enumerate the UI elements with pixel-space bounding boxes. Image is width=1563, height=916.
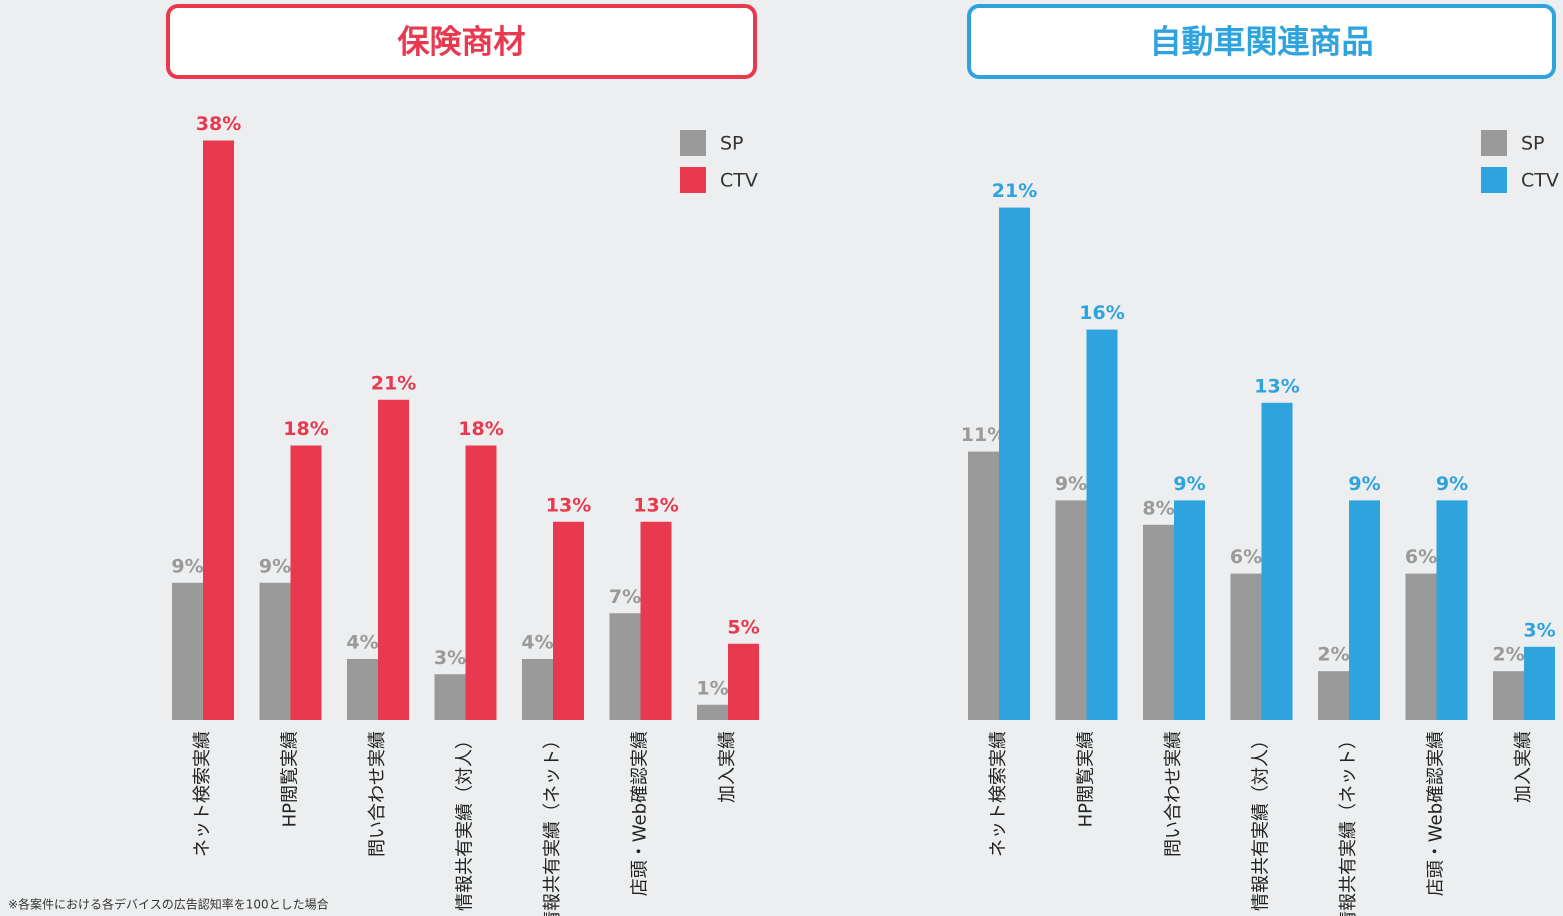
title-frame bbox=[967, 4, 1556, 79]
value-label: 9% bbox=[1348, 473, 1380, 495]
bar bbox=[609, 613, 641, 720]
value-label: 21% bbox=[371, 372, 416, 394]
value-label: 2% bbox=[1317, 644, 1349, 666]
value-label: 6% bbox=[1230, 546, 1262, 568]
value-label: 18% bbox=[458, 418, 503, 440]
category-label: 問い合わせ実績 bbox=[1163, 731, 1184, 857]
legend-swatch bbox=[680, 130, 706, 156]
value-label: 3% bbox=[434, 647, 466, 669]
bar bbox=[1055, 500, 1087, 720]
bar bbox=[968, 451, 999, 720]
category-label: 加入実績 bbox=[717, 731, 738, 803]
category-label: ネット検索実績 bbox=[192, 731, 213, 857]
bar bbox=[1524, 646, 1555, 720]
bar bbox=[1493, 671, 1524, 720]
bar bbox=[728, 643, 759, 720]
category-label: HP閲覧実績 bbox=[280, 731, 301, 827]
value-label: 9% bbox=[171, 555, 203, 577]
value-label: 38% bbox=[196, 113, 241, 135]
value-label: 7% bbox=[609, 586, 641, 608]
value-label: 9% bbox=[259, 555, 291, 577]
bar bbox=[290, 445, 322, 720]
bar bbox=[434, 674, 466, 720]
title-frame bbox=[166, 4, 757, 79]
bar bbox=[203, 140, 234, 720]
bar bbox=[1143, 524, 1174, 720]
value-label: 4% bbox=[346, 632, 378, 654]
category-label: 問い合わせ実績 bbox=[367, 731, 388, 857]
category-label: 店頭・Web確認実績 bbox=[630, 731, 651, 896]
bar bbox=[1318, 671, 1349, 720]
category-label: 情報共有実績（対人） bbox=[1251, 731, 1272, 911]
value-label: 4% bbox=[521, 632, 553, 654]
bar bbox=[378, 399, 409, 720]
value-label: 21% bbox=[992, 180, 1037, 202]
value-label: 13% bbox=[633, 494, 678, 516]
value-label: 6% bbox=[1405, 546, 1437, 568]
bar bbox=[522, 659, 553, 720]
category-label: 店頭・Web確認実績 bbox=[1426, 731, 1447, 896]
legend-swatch bbox=[680, 167, 706, 193]
value-label: 11% bbox=[961, 424, 1006, 446]
category-label: 情報共有実績（ネット） bbox=[1338, 731, 1359, 916]
value-label: 9% bbox=[1173, 473, 1205, 495]
bar bbox=[347, 659, 378, 720]
bar bbox=[553, 521, 584, 720]
value-label: 13% bbox=[1254, 375, 1299, 397]
bar bbox=[1349, 500, 1380, 720]
category-label: 加入実績 bbox=[1513, 731, 1534, 803]
legend-swatch bbox=[1481, 130, 1507, 156]
value-label: 5% bbox=[727, 616, 759, 638]
bar bbox=[1436, 500, 1468, 720]
legend-label: CTV bbox=[1521, 170, 1559, 192]
value-label: 2% bbox=[1492, 644, 1524, 666]
bar bbox=[1230, 573, 1262, 720]
value-label: 13% bbox=[546, 494, 591, 516]
bar bbox=[1086, 329, 1118, 720]
value-label: 9% bbox=[1436, 473, 1468, 495]
chart-title: 保険商材 bbox=[397, 23, 525, 61]
legend-swatch bbox=[1481, 167, 1507, 193]
value-label: 8% bbox=[1142, 497, 1174, 519]
category-label: 情報共有実績（ネット） bbox=[542, 731, 563, 916]
value-label: 16% bbox=[1079, 302, 1124, 324]
bar bbox=[640, 521, 672, 720]
category-label: ネット検索実績 bbox=[988, 731, 1009, 857]
bar bbox=[465, 445, 497, 720]
bar bbox=[172, 582, 203, 720]
legend-label: CTV bbox=[720, 170, 758, 192]
category-label: 情報共有実績（対人） bbox=[455, 731, 476, 911]
bar bbox=[1261, 402, 1293, 720]
legend-label: SP bbox=[1521, 133, 1545, 155]
category-label: HP閲覧実績 bbox=[1076, 731, 1097, 827]
legend-label: SP bbox=[720, 133, 744, 155]
value-label: 18% bbox=[283, 418, 328, 440]
value-label: 3% bbox=[1523, 619, 1555, 641]
value-label: 1% bbox=[696, 677, 728, 699]
bar bbox=[697, 704, 728, 720]
bar bbox=[999, 207, 1030, 721]
value-label: 9% bbox=[1055, 473, 1087, 495]
bar bbox=[1174, 500, 1205, 720]
footnote: ※各案件における各デバイスの広告認知率を100とした場合 bbox=[8, 897, 329, 912]
chart-title: 自動車関連商品 bbox=[1149, 23, 1373, 61]
bar bbox=[259, 582, 291, 720]
bar bbox=[1405, 573, 1437, 720]
